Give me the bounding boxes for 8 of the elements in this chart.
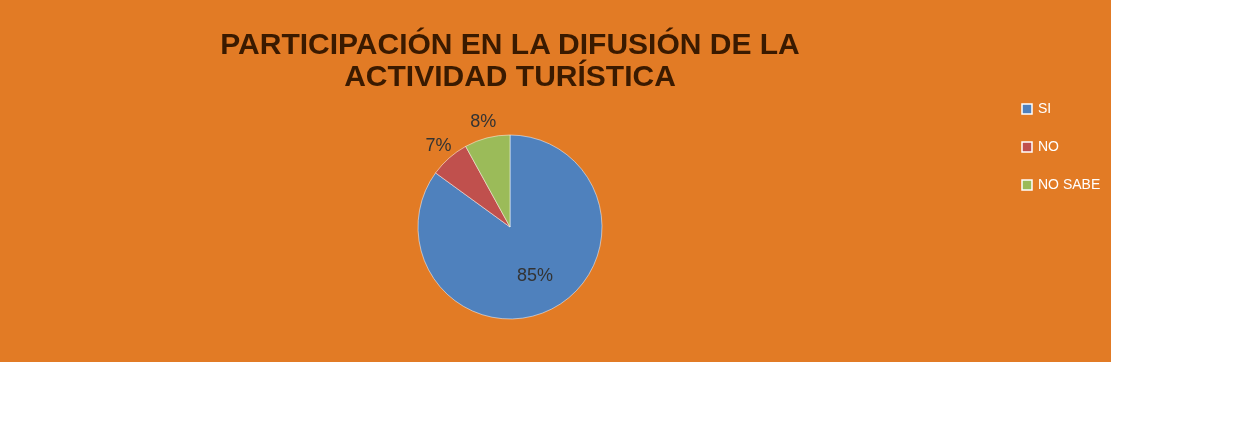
pie-slice — [417, 134, 603, 320]
data-label: 8% — [470, 111, 497, 132]
legend-label: NO — [1038, 138, 1060, 154]
legend-label: NO SABE — [1038, 176, 1101, 192]
legend-label: SI — [1038, 100, 1052, 116]
data-label: 7% — [425, 134, 452, 155]
data-label: 85% — [517, 265, 554, 286]
chart-title: PARTICIPACIÓN EN LA DIFUSIÓN DE LA ACTIVIDAD TURÍSTICA — [220, 27, 800, 92]
